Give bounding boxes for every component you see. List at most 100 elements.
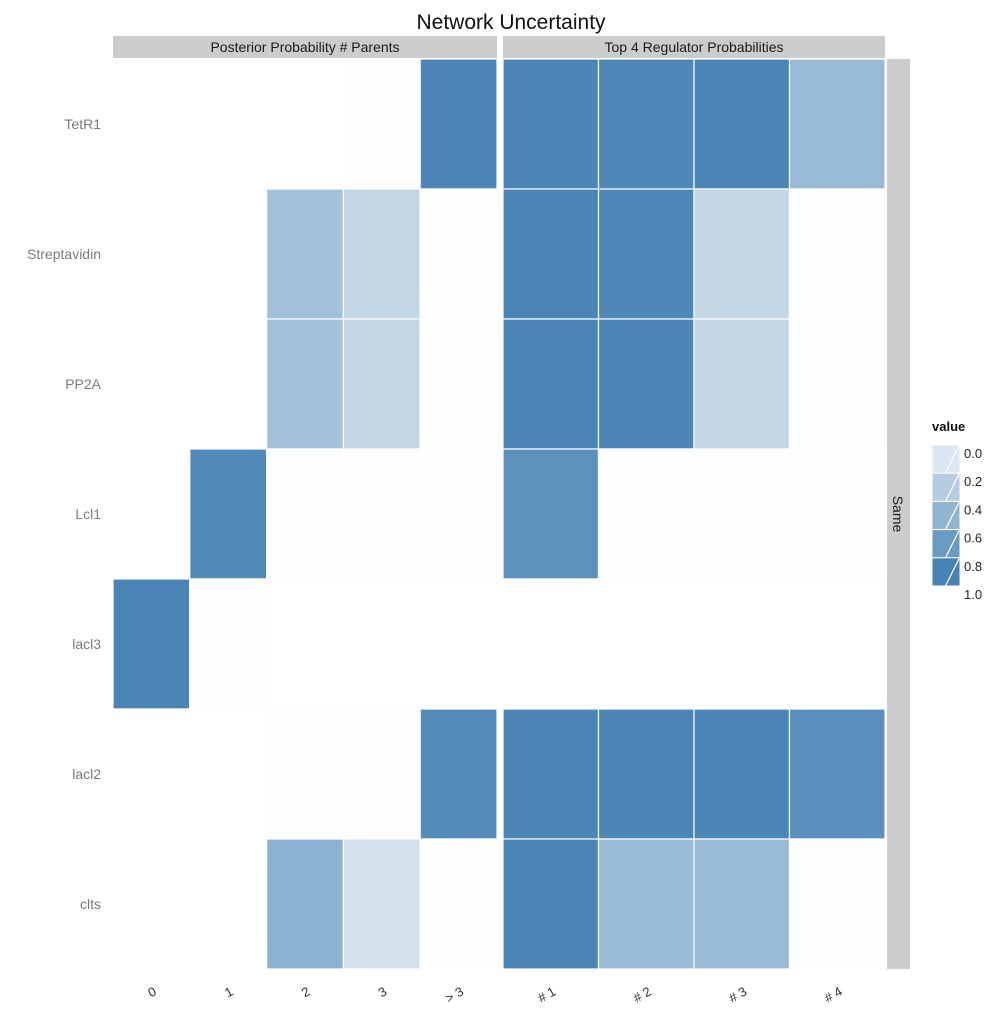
facet-strip	[113, 36, 497, 58]
heatmap-cell	[788, 578, 886, 710]
heatmap-cell	[419, 188, 498, 320]
legend-key	[931, 557, 961, 587]
heatmap-cell	[189, 708, 268, 840]
heatmap-cell	[693, 708, 791, 840]
heatmap-cell	[112, 578, 191, 710]
legend: value 0.0 0.2 0.4 0.6 0.8 1.0	[931, 419, 982, 612]
heatmap-cell	[419, 318, 498, 450]
legend-label: 0.8	[964, 559, 982, 574]
heatmap-cell	[266, 188, 345, 320]
heatmap-cell	[342, 838, 421, 970]
legend-key	[931, 444, 961, 474]
facet-strip	[503, 36, 885, 58]
heatmap-cell	[788, 448, 886, 580]
legend-label: 0.6	[964, 531, 982, 546]
row-label: Streptavidin	[27, 246, 101, 262]
heatmap-cell	[189, 838, 268, 970]
column-label: 1	[222, 984, 236, 1001]
heatmap-cell	[597, 578, 695, 710]
row-label: lacl2	[72, 766, 101, 782]
heatmap-cell	[788, 188, 886, 320]
heatmap-cell	[693, 578, 791, 710]
heatmap-cell	[419, 448, 498, 580]
heatmap-cell	[788, 838, 886, 970]
row-strip	[887, 59, 910, 969]
column-label: 0	[145, 984, 159, 1001]
heatmap-cell	[597, 318, 695, 450]
heatmap-cell	[597, 58, 695, 190]
heatmap-cell	[266, 318, 345, 450]
column-label: # 3	[726, 984, 749, 1006]
chart-title: Network Uncertainty	[416, 11, 606, 34]
heatmap-cell	[693, 838, 791, 970]
heatmap-cell	[597, 188, 695, 320]
heatmap-cell	[419, 708, 498, 840]
heatmap-cell	[189, 58, 268, 190]
heatmap-cell	[189, 448, 268, 580]
heatmap-cell	[342, 448, 421, 580]
heatmap-cell	[189, 578, 268, 710]
heatmap-cell	[419, 838, 498, 970]
heatmap-cell	[189, 318, 268, 450]
heatmap-cell	[342, 708, 421, 840]
column-label: 2	[299, 984, 313, 1001]
row-label: PP2A	[65, 376, 101, 392]
row-label: clts	[80, 896, 101, 912]
legend-label: 0.4	[964, 502, 982, 517]
heatmap-cell	[597, 448, 695, 580]
legend-label: 0.0	[964, 446, 982, 461]
heatmap-cell	[502, 578, 600, 710]
heatmap-cell	[788, 58, 886, 190]
heatmap-cell	[112, 708, 191, 840]
heatmap-cell	[342, 188, 421, 320]
row-strip-label: Same	[890, 496, 906, 533]
column-label: # 2	[631, 984, 654, 1006]
column-label: 3	[376, 984, 390, 1001]
row-label: lacl3	[72, 636, 101, 652]
heatmap-cell	[189, 188, 268, 320]
heatmap-cell	[112, 448, 191, 580]
heatmap-cell	[597, 838, 695, 970]
heatmap-cell	[112, 318, 191, 450]
facet-strip-label: Posterior Probability # Parents	[210, 39, 399, 55]
heatmap-cell	[502, 838, 600, 970]
column-label: > 3	[443, 984, 466, 1006]
heatmap-cell	[502, 58, 600, 190]
facet-strip-label: Top 4 Regulator Probabilities	[605, 39, 784, 55]
heatmap-cell	[112, 838, 191, 970]
heatmap-cell	[112, 188, 191, 320]
heatmap-cell	[597, 708, 695, 840]
heatmap-cell	[266, 838, 345, 970]
row-labels: TetR1 Streptavidin PP2A Lcl1 lacl3 lacl2 clts	[27, 116, 102, 912]
heatmap-cell	[788, 708, 886, 840]
heatmap-cell	[693, 58, 791, 190]
heatmap-cell	[266, 58, 345, 190]
column-labels: 0 1 2 3 > 3 # 1 # 2 # 3 # 4	[145, 984, 845, 1006]
heatmap-cell	[419, 578, 498, 710]
heatmap-cell	[788, 318, 886, 450]
legend-key	[931, 500, 961, 531]
legend-key	[931, 529, 961, 559]
row-label: Lcl1	[75, 506, 101, 522]
heatmap-cell	[112, 58, 191, 190]
row-label: TetR1	[64, 116, 101, 132]
heatmap-cell	[266, 708, 345, 840]
legend-title: value	[932, 419, 965, 434]
heatmap-cells	[112, 58, 886, 970]
heatmap-cell	[342, 318, 421, 450]
heatmap-cell	[693, 318, 791, 450]
heatmap-cell	[266, 448, 345, 580]
facet-strips: Posterior Probability # Parents Top 4 Reg…	[113, 36, 910, 969]
heatmap-cell	[693, 448, 791, 580]
heatmap-cell	[266, 578, 345, 710]
heatmap-cell	[693, 188, 791, 320]
legend-key	[931, 472, 961, 502]
heatmap-cell	[419, 58, 498, 190]
legend-label: 0.2	[964, 474, 982, 489]
column-label: # 4	[822, 984, 845, 1006]
heatmap-cell	[502, 708, 600, 840]
heatmap-cell	[502, 448, 600, 580]
legend-label: 1.0	[964, 587, 982, 602]
heatmap-cell	[502, 188, 600, 320]
